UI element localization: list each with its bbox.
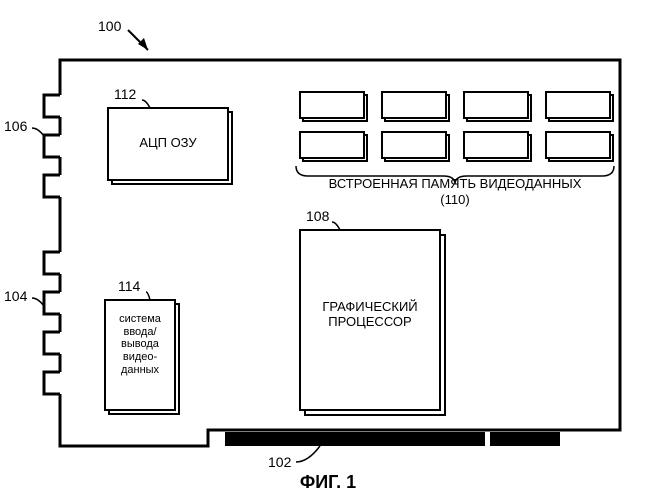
ref-pcie: 102	[268, 454, 291, 470]
adc-ram-label: АЦП ОЗУ	[108, 136, 228, 151]
diagram-svg	[0, 0, 656, 500]
io-label: система ввода/ вывода видео- данных	[105, 313, 175, 376]
ref-bottom-connector: 104	[4, 288, 27, 304]
memory-ref: 110	[445, 192, 466, 207]
ref-main: 100	[98, 18, 121, 34]
ref-io: 114	[118, 278, 140, 294]
ref-top-connector: 106	[4, 118, 27, 134]
ref-adc-ram: 112	[114, 86, 136, 102]
figure-stage: 100 106 104 112 108 114 102 АЦП ОЗУ ГРАФ…	[0, 0, 656, 500]
memory-caption-text: ВСТРОЕННАЯ ПАМЯТЬ ВИДЕОДАННЫХ	[329, 176, 582, 191]
figure-caption: ФИГ. 1	[0, 472, 656, 493]
ref-gpu: 108	[306, 208, 329, 224]
memory-caption: ВСТРОЕННАЯ ПАМЯТЬ ВИДЕОДАННЫХ (110)	[300, 176, 610, 207]
gpu-label: ГРАФИЧЕСКИЙ ПРОЦЕССОР	[300, 300, 440, 330]
